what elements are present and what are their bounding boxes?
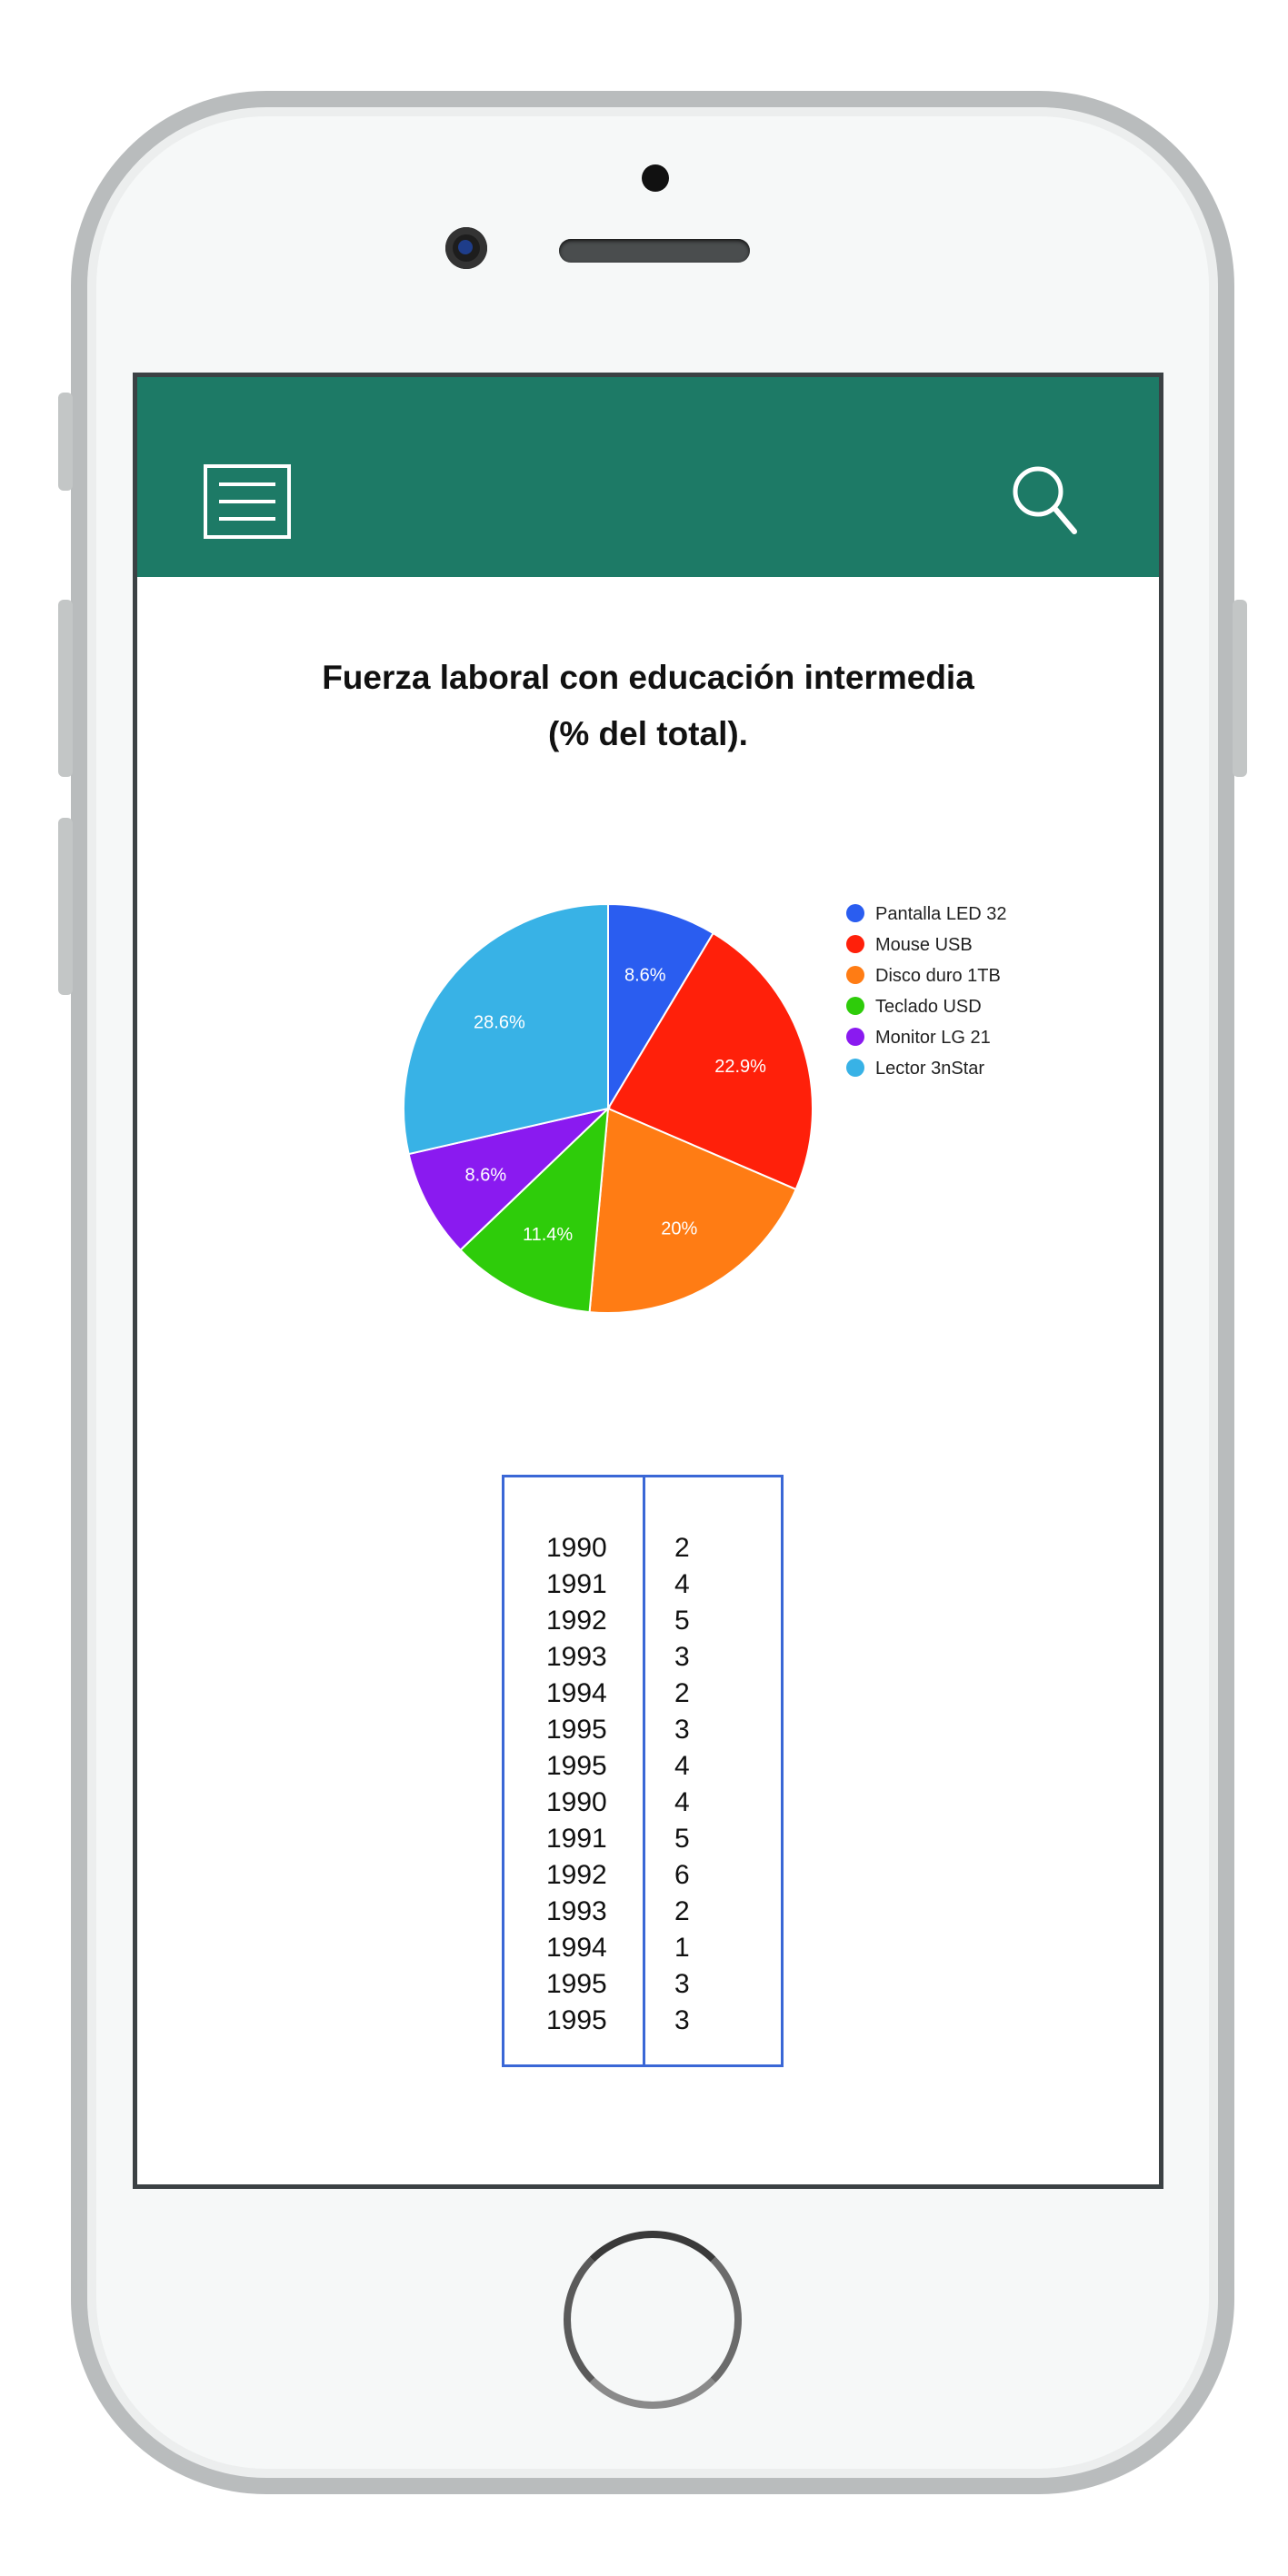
- silent-switch: [58, 393, 73, 491]
- slice-label: 11.4%: [523, 1225, 573, 1245]
- legend-swatch: [846, 997, 864, 1015]
- slice-label: 28.6%: [474, 1013, 525, 1033]
- search-icon[interactable]: [1005, 459, 1087, 541]
- volume-down-button: [58, 818, 73, 995]
- legend-label: Pantalla LED 32: [875, 904, 1007, 924]
- table-cell-year: 1995: [546, 1751, 607, 1781]
- table-cell-value: 3: [674, 1969, 690, 1999]
- legend-label: Monitor LG 21: [875, 1028, 991, 1048]
- data-table: 1990 1991 1992 1993 1994 1995 1995 1990 1991 1992…: [502, 1475, 784, 2067]
- table-cell-year: 1992: [546, 1860, 607, 1890]
- table-cell-year: 1993: [546, 1896, 607, 1926]
- table-cell-value: 3: [674, 2005, 690, 2035]
- legend-swatch: [846, 935, 864, 953]
- table-cell-year: 1991: [546, 1569, 607, 1599]
- table-cell-year: 1992: [546, 1606, 607, 1636]
- pie-slice: [607, 904, 715, 1112]
- proximity-sensor: [642, 164, 669, 192]
- legend-label: Lector 3nStar: [875, 1059, 984, 1079]
- table-cell-value: 2: [674, 1896, 690, 1926]
- table-cell-year: 1994: [546, 1933, 607, 1963]
- table-cell-year: 1993: [546, 1642, 607, 1672]
- table-cell-year: 1995: [546, 1715, 607, 1745]
- pie-chart: 8.6% 22.9% 20% 11.4% 8.6% 28.6% Pantalla LED 3…: [403, 904, 1007, 1314]
- legend-swatch: [846, 1028, 864, 1046]
- table-cell-value: 3: [674, 1642, 690, 1672]
- table-cell-value: 4: [674, 1787, 690, 1817]
- app-header: [137, 377, 1159, 577]
- table-divider: [643, 1477, 645, 2064]
- table-cell-year: 1990: [546, 1787, 607, 1817]
- table-year-column: 1990 1991 1992 1993 1994 1995 1995 1990 1991 1992…: [546, 1530, 607, 2039]
- table-cell-value: 6: [674, 1860, 690, 1890]
- table-cell-value: 4: [674, 1569, 690, 1599]
- pie-slice: [588, 1107, 797, 1314]
- table-cell-year: 1994: [546, 1678, 607, 1708]
- earpiece-speaker: [559, 239, 750, 263]
- legend-label: Teclado USD: [875, 997, 982, 1017]
- slice-label: 22.9%: [714, 1057, 766, 1077]
- legend-label: Mouse USB: [875, 935, 973, 955]
- hamburger-menu-icon[interactable]: [204, 464, 291, 539]
- table-cell-value: 3: [674, 1715, 690, 1745]
- pie-slice: [606, 931, 814, 1191]
- table-cell-value: 4: [674, 1751, 690, 1781]
- table-cell-value: 2: [674, 1533, 690, 1563]
- table-cell-year: 1990: [546, 1533, 607, 1563]
- legend-swatch: [846, 966, 864, 984]
- table-value-column: 2 4 5 3 2 3 4 4 5 6 2 1 3 3: [674, 1530, 690, 2039]
- slice-label: 8.6%: [465, 1166, 507, 1186]
- table-cell-year: 1995: [546, 2005, 607, 2035]
- legend-swatch: [846, 904, 864, 922]
- table-cell-year: 1995: [546, 1969, 607, 1999]
- table-cell-value: 1: [674, 1933, 690, 1963]
- slice-label: 8.6%: [624, 966, 666, 986]
- table-cell-value: 5: [674, 1824, 690, 1854]
- legend-swatch: [846, 1059, 864, 1077]
- table-cell-value: 5: [674, 1606, 690, 1636]
- volume-up-button: [58, 600, 73, 777]
- table-cell-value: 2: [674, 1678, 690, 1708]
- page-title-line-1: Fuerza laboral con educación intermedia: [322, 659, 974, 696]
- slice-label: 20%: [661, 1218, 697, 1238]
- pie-slice: [459, 1106, 610, 1314]
- table-cell-year: 1991: [546, 1824, 607, 1854]
- legend-label: Disco duro 1TB: [875, 966, 1001, 986]
- page-title-line-2: (% del total).: [548, 715, 748, 752]
- pie-slice: [407, 1107, 612, 1252]
- pie-slice: [403, 904, 609, 1156]
- app-screen: Fuerza laboral con educación intermedia …: [133, 373, 1163, 2189]
- page-title: Fuerza laboral con educación intermedia …: [137, 650, 1159, 762]
- home-button[interactable]: [564, 2231, 742, 2409]
- power-button: [1233, 600, 1247, 777]
- front-camera: [445, 227, 487, 269]
